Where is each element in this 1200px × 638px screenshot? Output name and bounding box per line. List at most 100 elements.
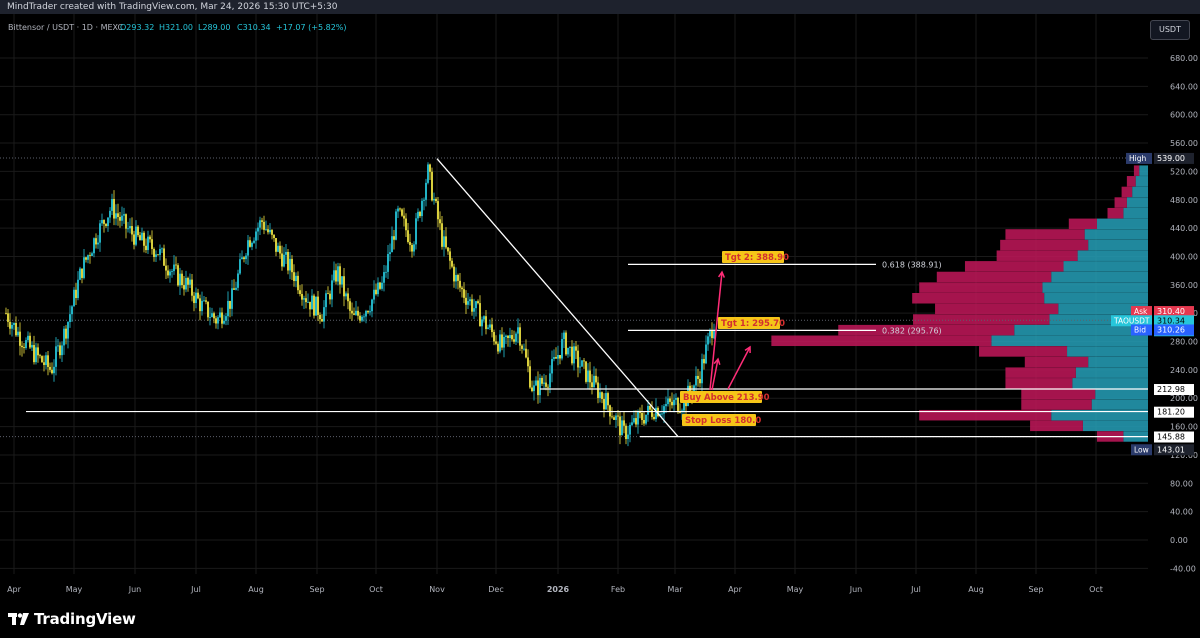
candle-body: [191, 279, 193, 296]
stop-annotation-text: Stop Loss 180.0: [685, 416, 761, 426]
candle-body: [157, 254, 159, 256]
candle-body: [231, 288, 233, 309]
candle-body: [23, 347, 25, 349]
candle-body: [129, 226, 131, 229]
candle-body: [187, 277, 189, 285]
candle-body: [565, 332, 567, 355]
candle-body: [431, 171, 433, 201]
candle-body: [349, 301, 351, 311]
currency-button[interactable]: USDT: [1150, 20, 1190, 40]
candle-body: [197, 292, 199, 299]
candle-body: [519, 327, 521, 346]
candle-body: [371, 299, 373, 312]
candle-body: [395, 211, 397, 240]
y-tick-label: 0.00: [1170, 536, 1188, 545]
candle-body: [575, 346, 577, 351]
candle-body: [635, 418, 637, 425]
candle-body: [173, 264, 175, 272]
price-label-box: [1154, 315, 1194, 327]
candle-body: [629, 424, 631, 435]
candle-body: [33, 345, 35, 363]
volume-profile-bull: [1077, 250, 1148, 261]
candle-body: [37, 347, 39, 356]
price-label-value: 310.26: [1157, 325, 1185, 334]
candle-body: [535, 380, 537, 386]
y-tick-label: 520.00: [1170, 167, 1198, 176]
buy-annotation-text: Buy Above 213.90: [683, 393, 770, 403]
candle-body: [89, 255, 91, 256]
y-tick-label: 600.00: [1170, 111, 1198, 120]
candle-body: [255, 231, 257, 241]
price-tag-ask: [1131, 306, 1152, 318]
price-label-box: [1154, 444, 1194, 456]
candle-body: [219, 312, 221, 318]
y-tick-label: 400.00: [1170, 252, 1198, 261]
price-label-value: 310.34: [1157, 316, 1185, 325]
candle-body: [83, 257, 85, 278]
arrow-to-tgt1-head: [744, 345, 751, 354]
candle-body: [183, 285, 185, 290]
candle-body: [273, 234, 275, 238]
candle-body: [39, 355, 41, 357]
price-label-box: [1154, 406, 1194, 418]
candle-body: [401, 209, 403, 216]
candle-body: [81, 268, 83, 278]
price-tag-high: [1126, 152, 1152, 164]
candle-body: [135, 226, 137, 245]
candle-body: [111, 199, 113, 211]
candle-body: [105, 223, 107, 226]
candle-body: [647, 405, 649, 415]
volume-profile-bull: [1132, 186, 1148, 198]
candle-body: [325, 293, 327, 308]
x-tick-label: Mar: [667, 585, 683, 594]
volume-profile-bear: [913, 314, 1050, 325]
x-tick-label: Sep: [1028, 585, 1043, 594]
candle-body: [363, 316, 365, 318]
volume-profile-bear: [1005, 229, 1085, 240]
candle-body: [639, 411, 641, 413]
candle-body: [661, 413, 663, 415]
candle-body: [167, 270, 169, 276]
price-tag-label: TAOUSDT: [1113, 316, 1150, 325]
candle-body: [131, 226, 133, 235]
candle-body: [285, 251, 287, 255]
candle-body: [321, 319, 323, 322]
candle-body: [59, 345, 61, 356]
candle-body: [399, 208, 401, 210]
x-tick-label: Jun: [849, 585, 863, 594]
candle-body: [317, 296, 319, 315]
candle-body: [121, 215, 123, 221]
candle-body: [557, 355, 559, 359]
candle-body: [339, 266, 341, 285]
candle-body: [421, 200, 423, 217]
candle-body: [403, 215, 405, 219]
candle-body: [679, 412, 681, 413]
candle-body: [95, 238, 97, 245]
candle-body: [369, 311, 371, 313]
candle-body: [623, 420, 625, 426]
candle-body: [537, 380, 539, 396]
candle-body: [329, 293, 331, 300]
y-tick-label: 680.00: [1170, 54, 1198, 63]
x-tick-label: Aug: [248, 585, 264, 594]
candle-body: [217, 317, 219, 324]
candle-body: [527, 357, 529, 367]
x-tick-label: May: [66, 585, 83, 594]
candle-body: [43, 362, 45, 365]
candle-body: [697, 375, 699, 379]
candle-body: [123, 214, 125, 216]
candle-body: [243, 257, 245, 260]
volume-profile-bull: [1049, 314, 1148, 325]
candle-body: [125, 214, 127, 229]
candle-body: [247, 240, 249, 256]
price-label-box: [1154, 306, 1194, 318]
volume-profile-bear: [912, 293, 1045, 304]
candle-body: [645, 414, 647, 424]
ohlc-value: C310.34: [237, 23, 271, 32]
candle-body: [505, 335, 507, 337]
volume-profile-bull: [1082, 420, 1148, 432]
candle-body: [185, 277, 187, 290]
candle-body: [457, 274, 459, 281]
candle-body: [229, 300, 231, 309]
